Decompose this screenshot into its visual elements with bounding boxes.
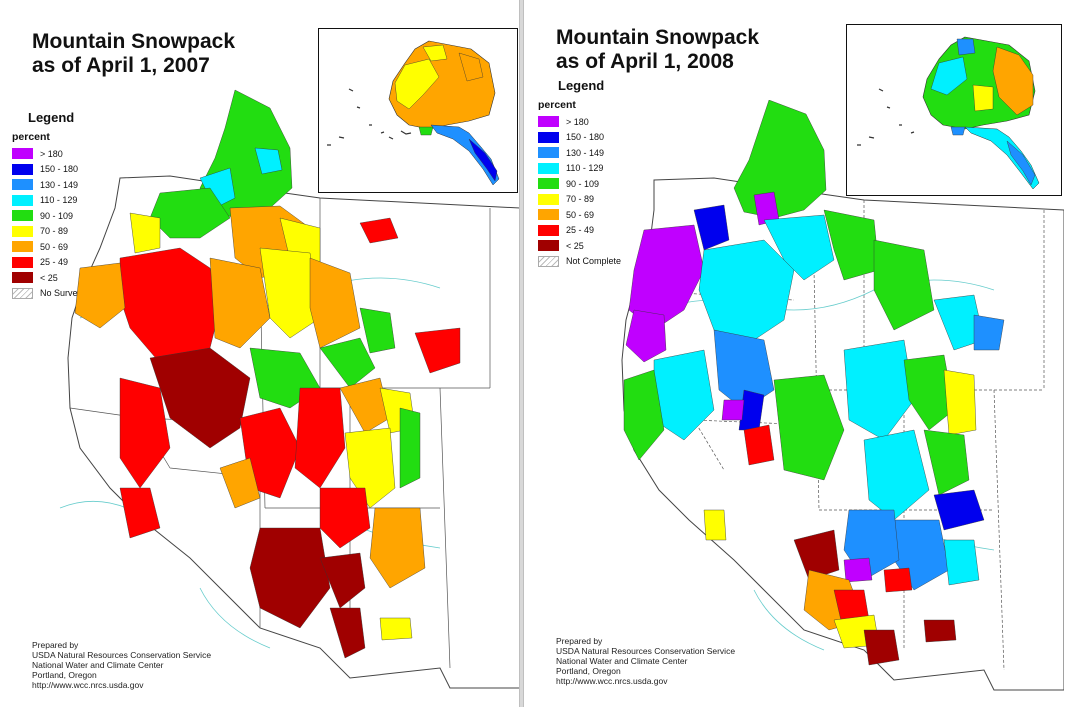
legend-row: 90 - 109 xyxy=(538,176,621,192)
legend-row: 70 - 89 xyxy=(538,192,621,208)
credit-line: USDA Natural Resources Conservation Serv… xyxy=(32,650,212,660)
legend-label: > 180 xyxy=(566,116,589,127)
legend-title: Legend xyxy=(28,110,75,125)
legend-label: 90 - 109 xyxy=(566,178,600,189)
legend-label: 130 - 149 xyxy=(566,147,605,158)
western-us-map-2008 xyxy=(594,100,1064,700)
legend-label: 130 - 149 xyxy=(40,179,79,190)
legend-row: Not Complete xyxy=(538,254,621,270)
legend-row: 130 - 149 xyxy=(538,145,621,161)
legend-row: 150 - 180 xyxy=(538,130,621,146)
credit-line: USDA Natural Resources Conservation Serv… xyxy=(556,646,736,656)
legend-label: 110 - 129 xyxy=(566,163,604,174)
legend-swatch xyxy=(538,240,559,252)
legend-swatch xyxy=(538,178,559,190)
legend-label: 25 - 49 xyxy=(40,257,69,268)
legend-label: < 25 xyxy=(40,272,58,283)
title-line-1: Mountain Snowpack xyxy=(32,30,236,53)
legend-swatch xyxy=(12,148,33,160)
legend-swatch xyxy=(538,162,559,174)
legend-swatch xyxy=(12,210,33,222)
credit-line: Portland, Oregon xyxy=(556,666,621,676)
legend-swatch xyxy=(538,147,559,159)
legend-row: 25 - 49 xyxy=(538,223,621,239)
legend-swatch xyxy=(538,116,559,128)
credit-line: Prepared by xyxy=(32,640,79,650)
legend-swatch xyxy=(12,194,33,206)
map-panel-2008: Mountain Snowpack as of April 1, 2008 Le… xyxy=(524,0,1068,707)
legend-row: > 180 xyxy=(538,114,621,130)
legend-row: 50 - 69 xyxy=(538,207,621,223)
legend-row: 150 - 180 xyxy=(12,162,82,178)
legend-swatch xyxy=(12,256,33,268)
map-title-2008: Mountain Snowpack as of April 1, 2008 xyxy=(556,26,759,74)
map-title-2007: Mountain Snowpack as of April 1, 2007 xyxy=(32,30,235,78)
legend-row: 70 - 89 xyxy=(12,224,82,240)
legend-subtitle: percent xyxy=(538,99,576,111)
legend-label: 50 - 69 xyxy=(566,209,595,220)
legend-label: No Survey xyxy=(40,288,83,299)
alaska-inset-2007 xyxy=(318,28,518,193)
legend-swatch xyxy=(12,225,33,237)
legend-swatch-hatch xyxy=(12,287,33,299)
legend-label: 25 - 49 xyxy=(566,225,595,236)
legend-row: 90 - 109 xyxy=(12,208,82,224)
legend-swatch xyxy=(538,209,559,221)
title-line-2: as of April 1, 2007 xyxy=(32,54,210,77)
legend-label: > 180 xyxy=(40,148,63,159)
legend-swatch xyxy=(12,241,33,253)
legend-row: 130 - 149 xyxy=(12,177,82,193)
credit-line: National Water and Climate Center xyxy=(32,660,164,670)
legend-2007: Legend percent > 180 150 - 180 130 - 149… xyxy=(12,110,82,301)
credits-2007: Prepared by USDA Natural Resources Conse… xyxy=(32,640,211,690)
legend-row: 25 - 49 xyxy=(12,255,82,271)
legend-subtitle: percent xyxy=(12,131,50,143)
credit-line: National Water and Climate Center xyxy=(556,656,688,666)
western-us-map-2007 xyxy=(20,88,520,698)
legend-label: 150 - 180 xyxy=(40,164,79,175)
legend-label: < 25 xyxy=(566,240,584,251)
legend-label: Not Complete xyxy=(566,256,622,267)
legend-swatch xyxy=(538,131,559,143)
legend-swatch xyxy=(12,163,33,175)
legend-row: 110 - 129 xyxy=(538,161,621,177)
legend-row: 50 - 69 xyxy=(12,239,82,255)
title-line-2: as of April 1, 2008 xyxy=(556,50,734,73)
legend-2008: Legend percent > 180 150 - 180 130 - 149… xyxy=(538,78,621,269)
map-panel-2007: Mountain Snowpack as of April 1, 2007 Le… xyxy=(0,0,520,707)
legend-label: 150 - 180 xyxy=(566,132,605,143)
alaska-inset-2008 xyxy=(846,24,1062,196)
legend-row: < 25 xyxy=(12,270,82,286)
title-line-1: Mountain Snowpack xyxy=(556,26,760,49)
panel-divider xyxy=(519,0,524,707)
legend-label: 70 - 89 xyxy=(40,226,69,237)
legend-label: 50 - 69 xyxy=(40,241,69,252)
legend-title: Legend xyxy=(558,78,605,93)
legend-label: 90 - 109 xyxy=(40,210,74,221)
legend-label: 110 - 129 xyxy=(40,195,78,206)
legend-swatch-hatch xyxy=(538,255,559,267)
credit-line: Portland, Oregon xyxy=(32,670,97,680)
legend-row: No Survey xyxy=(12,286,82,302)
legend-swatch xyxy=(12,179,33,191)
legend-swatch xyxy=(538,193,559,205)
legend-label: 70 - 89 xyxy=(566,194,595,205)
credits-2008: Prepared by USDA Natural Resources Conse… xyxy=(556,636,735,686)
credit-line: http://www.wcc.nrcs.usda.gov xyxy=(32,680,144,690)
legend-row: > 180 xyxy=(12,146,82,162)
legend-swatch xyxy=(538,224,559,236)
legend-swatch xyxy=(12,272,33,284)
legend-row: < 25 xyxy=(538,238,621,254)
credit-line: Prepared by xyxy=(556,636,603,646)
legend-row: 110 - 129 xyxy=(12,193,82,209)
credit-line: http://www.wcc.nrcs.usda.gov xyxy=(556,676,668,686)
